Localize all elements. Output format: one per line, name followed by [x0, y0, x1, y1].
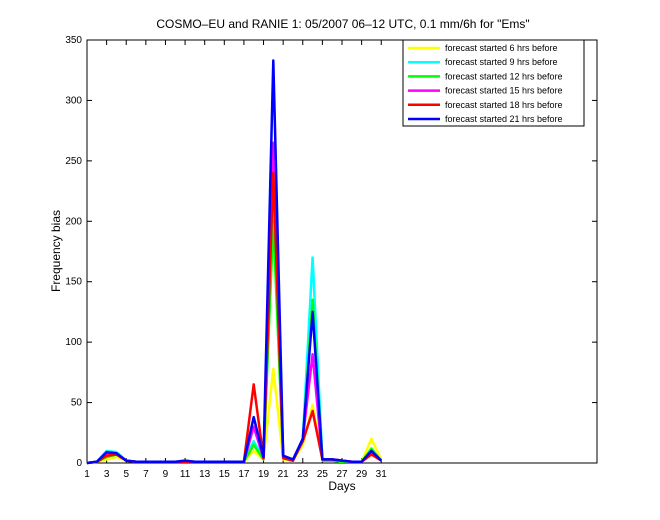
legend-label-6: forecast started 21 hrs before	[445, 114, 563, 124]
x-tick-label: 3	[104, 469, 110, 480]
x-axis-title: Days	[328, 479, 355, 493]
y-tick-label: 350	[65, 35, 82, 46]
y-tick-label: 200	[65, 216, 82, 227]
x-tick-label: 7	[143, 469, 149, 480]
y-tick-label: 250	[65, 156, 82, 167]
x-tick-label: 15	[219, 469, 231, 480]
legend-label-4: forecast started 15 hrs before	[445, 86, 563, 96]
x-tick-label: 27	[336, 469, 348, 480]
chart-title: COSMO–EU and RANIE 1: 05/2007 06–12 UTC,…	[156, 17, 529, 31]
legend-box	[402, 39, 585, 127]
y-tick-label: 100	[65, 337, 82, 348]
legend: forecast started 6 hrs before forecast st…	[402, 39, 585, 127]
y-tick-label: 300	[65, 95, 82, 106]
x-tick-label: 21	[278, 469, 290, 480]
x-tick-label: 11	[180, 469, 191, 480]
x-tick-label: 9	[163, 469, 169, 480]
x-tick-label: 31	[376, 469, 388, 480]
series-layer	[86, 59, 383, 465]
x-tick-label: 1	[84, 469, 90, 480]
x-tick-label: 13	[199, 469, 211, 480]
legend-label-1: forecast started 6 hrs before	[445, 43, 558, 53]
legend-label-2: forecast started 9 hrs before	[445, 57, 558, 67]
x-tick-label: 19	[258, 469, 270, 480]
y-tick-label: 0	[76, 458, 82, 469]
legend-label-3: forecast started 12 hrs before	[445, 71, 563, 81]
x-tick-label: 29	[356, 469, 368, 480]
y-axis-title: Frequency bias	[49, 210, 63, 292]
legend-label-5: forecast started 18 hrs before	[445, 100, 563, 110]
series-line-6	[86, 59, 383, 465]
x-tick-label: 5	[123, 469, 129, 480]
y-tick-label: 50	[71, 398, 83, 409]
y-tick-label: 150	[65, 277, 82, 288]
x-tick-label: 17	[238, 469, 250, 480]
x-tick-label: 25	[317, 469, 329, 480]
x-tick-label: 23	[297, 469, 309, 480]
